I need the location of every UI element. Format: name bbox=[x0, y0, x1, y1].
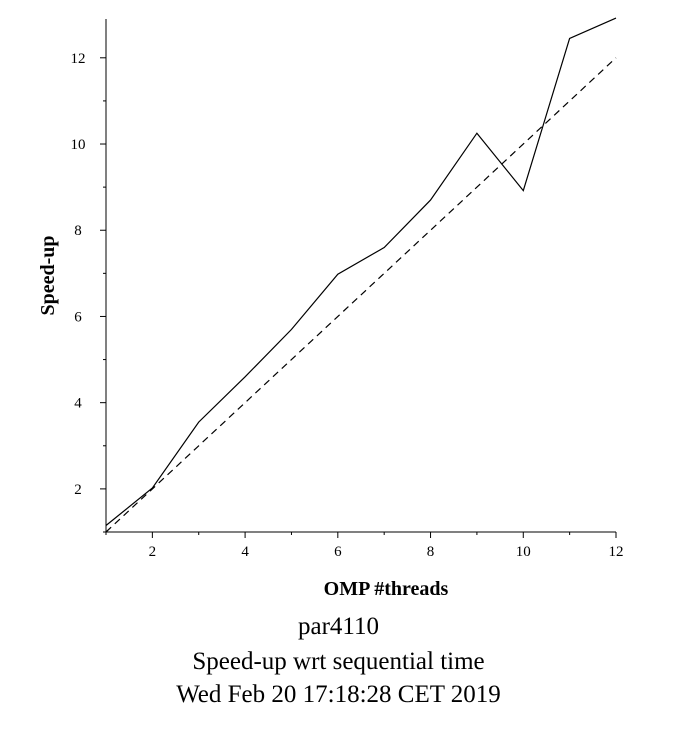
chart-tick-labels: 2 4 6 8 10 12 2 4 6 8 10 12 bbox=[71, 51, 624, 560]
ideal-speedup-line bbox=[105, 57, 617, 533]
caption-subtitle: Speed-up wrt sequential time bbox=[192, 648, 485, 675]
x-tick-label: 8 bbox=[427, 544, 435, 560]
measured-speedup-line bbox=[105, 17, 617, 526]
y-tick-label: 4 bbox=[74, 396, 82, 412]
chart-ticks bbox=[100, 57, 617, 538]
y-axis-title: Speed-up bbox=[37, 235, 59, 315]
x-axis-title: OMP #threads bbox=[324, 578, 449, 600]
x-tick-label: 6 bbox=[334, 544, 342, 560]
y-tick-label: 10 bbox=[71, 137, 86, 153]
y-tick-label: 6 bbox=[74, 309, 82, 325]
x-tick-label: 12 bbox=[609, 544, 624, 560]
chart-axes bbox=[105, 19, 616, 533]
y-tick-label: 12 bbox=[71, 51, 86, 67]
caption-host: par4110 bbox=[298, 613, 379, 640]
caption-timestamp: Wed Feb 20 17:18:28 CET 2019 bbox=[176, 681, 501, 708]
chart-series bbox=[105, 17, 617, 533]
speedup-chart: 2 4 6 8 10 12 2 4 6 8 10 12 OMP #threads Speed-up bbox=[37, 17, 624, 600]
x-tick-label: 4 bbox=[241, 544, 249, 560]
x-tick-label: 10 bbox=[516, 544, 531, 560]
x-tick-label: 2 bbox=[149, 544, 157, 560]
y-tick-label: 8 bbox=[74, 223, 82, 239]
y-tick-label: 2 bbox=[74, 482, 82, 498]
